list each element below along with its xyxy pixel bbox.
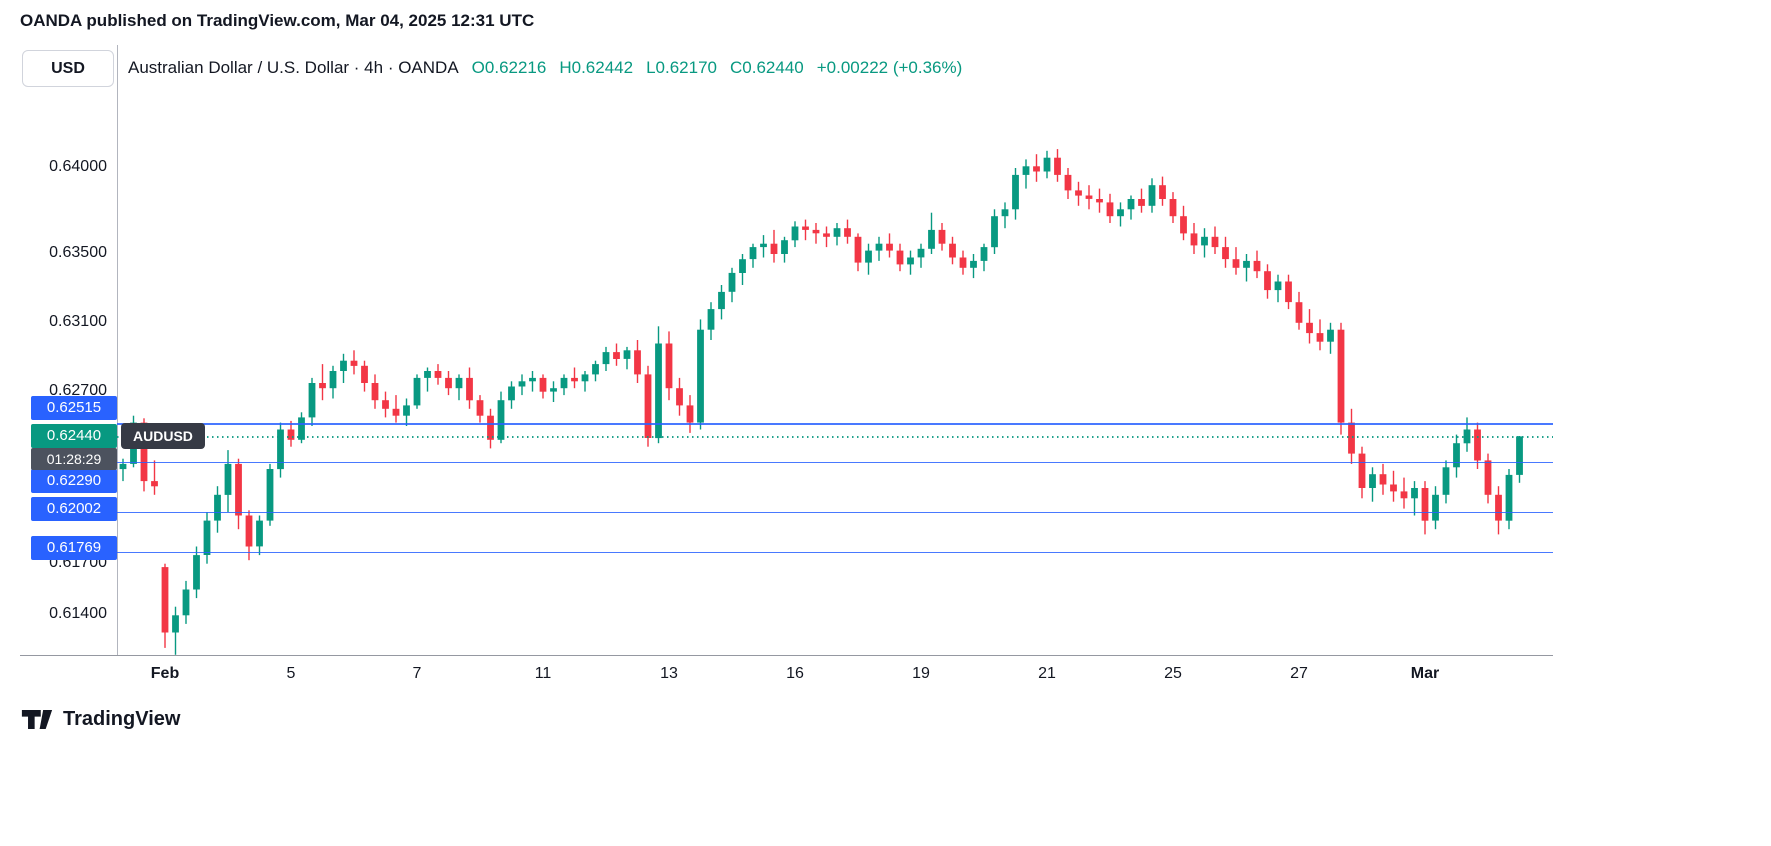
price-line-symbol-label: AUDUSD <box>121 423 205 450</box>
publish-header: OANDA published on TradingView.com, Mar … <box>20 11 535 30</box>
ohlc-open: O0.62216 <box>471 58 547 77</box>
time-axis-tick: 21 <box>1038 665 1056 682</box>
last-price-line <box>117 436 1553 438</box>
price-line-axis-label: 0.62290 <box>31 469 117 494</box>
time-axis-tick: 5 <box>286 665 296 682</box>
price-axis-separator <box>117 45 118 655</box>
price-axis[interactable]: 0.64000 0.63500 0.63100 0.62700 0.61700 0.614… <box>0 45 117 655</box>
time-axis-separator <box>20 655 1553 656</box>
tradingview-branding[interactable]: TradingView <box>20 706 180 733</box>
ohlc-low: L0.62170 <box>646 58 717 77</box>
time-axis-tick: Feb <box>150 665 180 682</box>
time-axis-tick: 19 <box>912 665 930 682</box>
y-axis-label: 0.63100 <box>49 312 107 330</box>
chart-plot-area[interactable]: AUDUSD <box>117 45 1553 655</box>
tradingview-wordmark: TradingView <box>63 708 181 730</box>
symbol-description: Australian Dollar / U.S. Dollar · 4h · O… <box>128 58 459 77</box>
ohlc-high: H0.62442 <box>559 58 634 77</box>
last-price-axis-label: 0.62440 <box>31 424 117 449</box>
price-line-axis-label: 0.62002 <box>31 496 117 521</box>
time-axis-tick: 27 <box>1290 665 1308 682</box>
tradingview-logo-icon <box>21 710 53 729</box>
time-axis[interactable]: Feb 5 7 11 13 16 19 21 25 27 Mar <box>0 655 1553 700</box>
horizontal-line-drawing[interactable] <box>117 511 1553 513</box>
horizontal-line-drawing[interactable] <box>117 423 1553 425</box>
price-change: +0.00222 (+0.36%) <box>816 58 963 77</box>
time-axis-tick: 11 <box>534 665 552 682</box>
horizontal-line-drawing[interactable] <box>117 462 1553 464</box>
candlestick-series <box>119 149 1523 655</box>
price-line-axis-label: 0.62515 <box>31 396 117 421</box>
price-line-axis-label: 0.61769 <box>31 535 117 560</box>
chart-title: Australian Dollar / U.S. Dollar · 4h · O… <box>128 58 962 78</box>
y-axis-label: 0.64000 <box>49 157 107 175</box>
y-axis-label: 0.61400 <box>49 605 107 623</box>
horizontal-line-drawing[interactable] <box>117 551 1553 554</box>
candle-countdown-label: 01:28:29 <box>31 448 117 471</box>
ohlc-close: C0.62440 <box>730 58 804 77</box>
time-axis-tick: 7 <box>412 665 422 682</box>
time-axis-tick: 13 <box>660 665 678 682</box>
time-axis-tick: 16 <box>786 665 804 682</box>
y-axis-label: 0.63500 <box>49 244 107 261</box>
time-axis-tick: Mar <box>1410 665 1440 682</box>
y-axis-label: 0.62700 <box>49 381 107 399</box>
time-axis-tick: 25 <box>1164 665 1182 682</box>
currency-toggle-button[interactable]: USD <box>22 50 114 87</box>
